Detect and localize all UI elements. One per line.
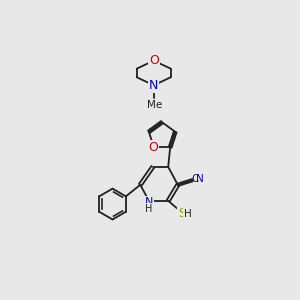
Text: O: O	[148, 141, 158, 154]
Text: H: H	[184, 209, 192, 219]
Text: Me: Me	[147, 100, 162, 110]
Text: N: N	[145, 197, 153, 207]
Text: H: H	[145, 204, 153, 214]
Text: N: N	[149, 79, 158, 92]
Text: O: O	[149, 54, 159, 67]
Text: C: C	[191, 174, 198, 184]
Text: N: N	[196, 174, 204, 184]
Text: S: S	[178, 207, 186, 220]
